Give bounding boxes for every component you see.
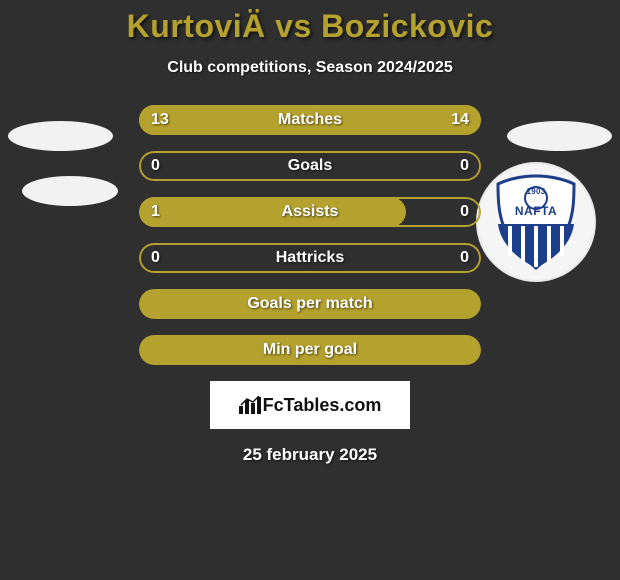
stat-row: Min per goal (139, 335, 481, 365)
page-subtitle: Club competitions, Season 2024/2025 (0, 59, 620, 77)
brand-rest: Tables.com (284, 395, 382, 415)
stat-row: Assists10 (139, 197, 481, 227)
club-badge-year: 1903 (494, 187, 578, 196)
brand-box: FcTables.com (210, 381, 410, 429)
club-badge-inner: 1903 NAFTA (494, 174, 578, 270)
stat-row: Goals per match (139, 289, 481, 319)
comparison-card: KurtoviÄ vs Bozickovic Club competitions… (0, 0, 620, 580)
player-right-oval-1 (507, 121, 612, 151)
page-title: KurtoviÄ vs Bozickovic (0, 0, 620, 45)
brand-text: FcTables.com (263, 395, 382, 416)
club-badge: 1903 NAFTA (476, 162, 596, 282)
player-left-oval-2 (22, 176, 118, 206)
brand-prefix: Fc (263, 395, 284, 415)
footer-date: 25 february 2025 (0, 445, 620, 465)
stat-row: Goals00 (139, 151, 481, 181)
stat-row: Hattricks00 (139, 243, 481, 273)
stat-row: Matches1314 (139, 105, 481, 135)
chart-icon (239, 396, 261, 414)
player-left-oval-1 (8, 121, 113, 151)
club-badge-name: NAFTA (494, 204, 578, 218)
